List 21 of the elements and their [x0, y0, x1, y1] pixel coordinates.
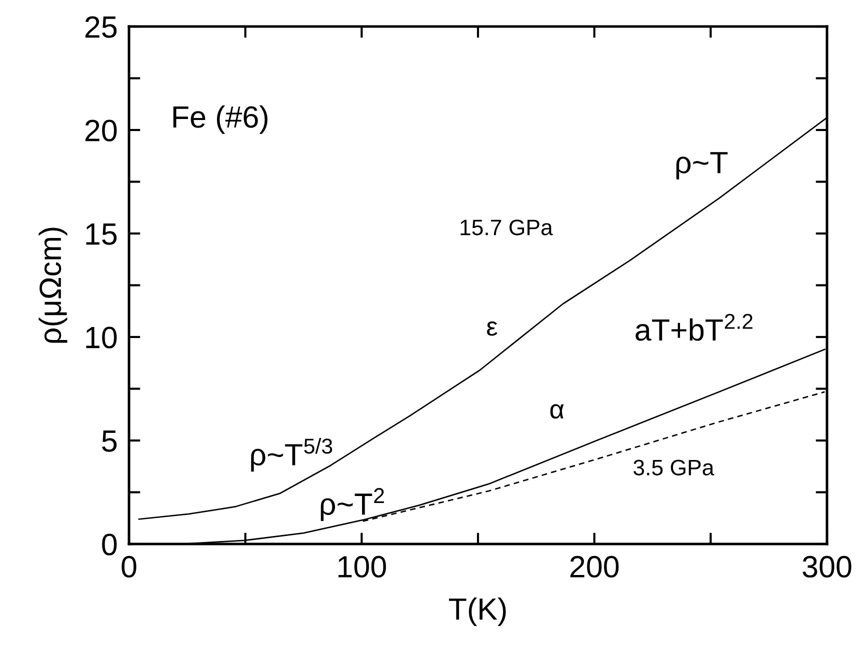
- x-tick-label: 0: [122, 556, 136, 578]
- y-tick-label: 10: [86, 326, 117, 348]
- annotation: aT+bT$^{2.2}$: [636, 314, 752, 341]
- annotation: ρ~T$^{2}$: [320, 488, 384, 521]
- y-tick-label: 5: [102, 430, 117, 452]
- y-tick-label: 20: [85, 120, 117, 142]
- x-tick-label: 100: [338, 556, 386, 578]
- y-axis-title: ρ(μΩcm): [38, 228, 68, 343]
- x-tick-label: 300: [802, 556, 852, 578]
- y-tick-label: 15: [86, 224, 117, 245]
- annotation: 15.7 GPa: [460, 220, 553, 236]
- annotation: ρ~T$^{5/3}$: [251, 438, 332, 472]
- annotation: ρ~T: [676, 152, 728, 180]
- y-tick-label: 25: [85, 16, 117, 38]
- annotation: Fe (#6): [173, 105, 268, 134]
- annotation: ε: [486, 321, 498, 336]
- annotation: α: [550, 404, 564, 419]
- x-tick-label: 200: [570, 556, 619, 578]
- annotation: 3.5 GPa: [634, 460, 714, 476]
- x-axis-title: T(K): [448, 597, 506, 626]
- y-tick-label: 0: [102, 534, 117, 556]
